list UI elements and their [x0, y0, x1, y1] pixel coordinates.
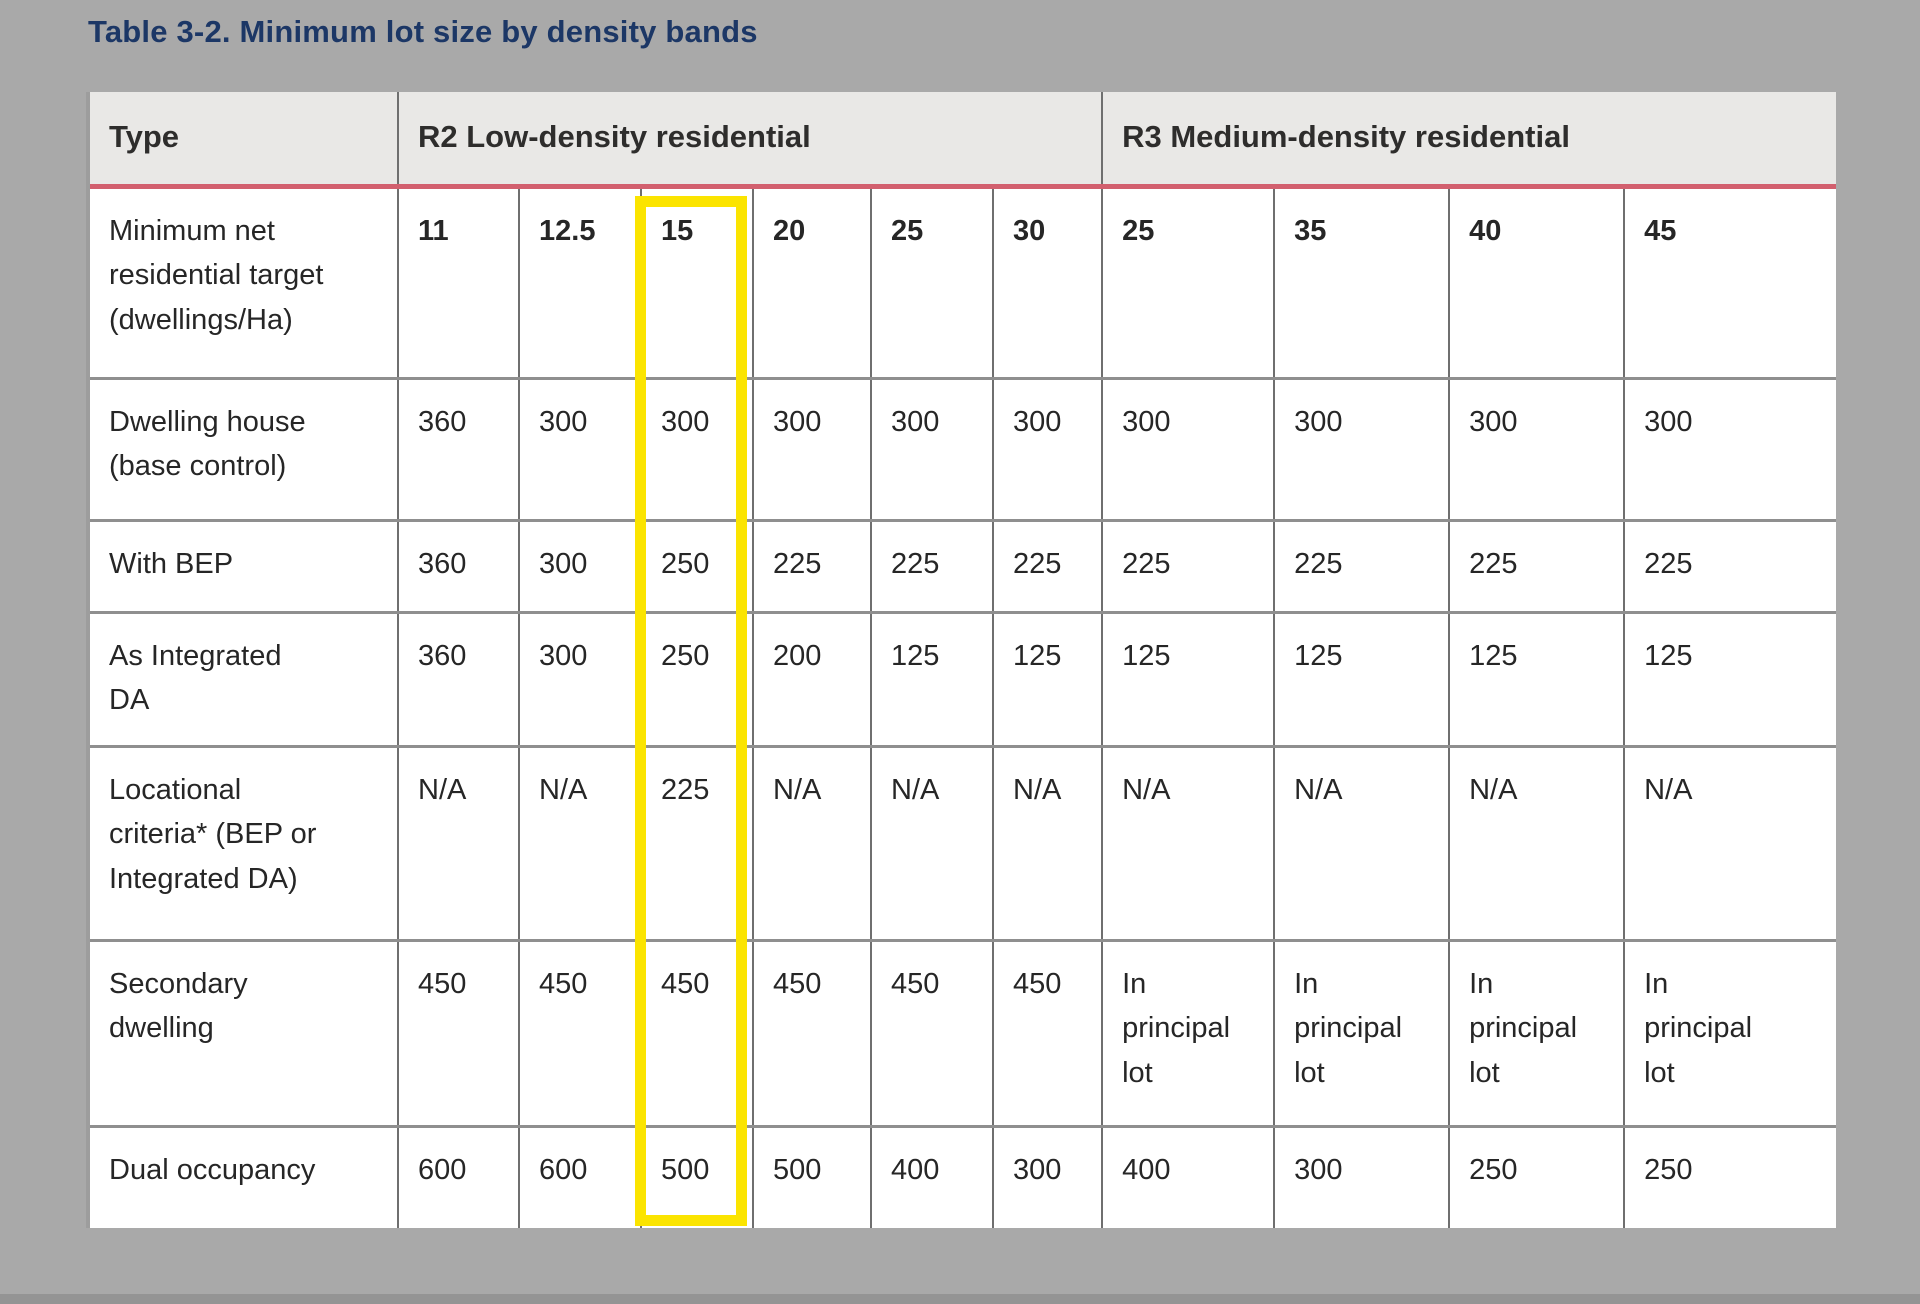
value-cell: 300 — [1448, 376, 1625, 520]
value-cell: 300 — [1623, 376, 1837, 520]
value-cell: N/A — [1273, 744, 1450, 940]
table-row: Dual occupancy 600 600 500 500 400 300 400 300 25… — [90, 1124, 1837, 1228]
table-row: Minimum net residential target (dwelling… — [90, 186, 1837, 378]
value-cell: 600 — [397, 1124, 519, 1228]
row-label: As Integrated DA — [90, 610, 398, 746]
value-cell: 360 — [397, 518, 519, 612]
table-row: With BEP 360 300 250 225 225 225 225 225 225 225 — [90, 518, 1837, 612]
value-cell: 45 — [1623, 186, 1837, 378]
row-label: Dual occupancy — [90, 1124, 398, 1228]
value-cell: 35 — [1273, 186, 1450, 378]
table-row: As Integrated DA 360 300 250 200 125 125 125 125… — [90, 610, 1837, 746]
value-cell: N/A — [752, 744, 871, 940]
value-cell: 125 — [1273, 610, 1450, 746]
group-header-row: Type R2 Low-density residential R3 Mediu… — [90, 92, 1837, 189]
value-cell: 125 — [991, 610, 1103, 746]
value-cell: 400 — [870, 1124, 993, 1228]
value-cell: N/A — [518, 744, 641, 940]
value-cell: 125 — [1101, 610, 1275, 746]
value-cell: 250 — [1448, 1124, 1625, 1228]
value-cell: 25 — [1101, 186, 1275, 378]
value-cell: 300 — [991, 376, 1103, 520]
value-cell: 300 — [752, 376, 871, 520]
value-cell: 125 — [1623, 610, 1837, 746]
value-cell: 600 — [518, 1124, 641, 1228]
value-cell: N/A — [397, 744, 519, 940]
value-cell: 25 — [870, 186, 993, 378]
value-cell: In principal lot — [1448, 938, 1625, 1126]
row-label: Locational criteria* (BEP or Integrated … — [90, 744, 398, 940]
value-cell: 125 — [1448, 610, 1625, 746]
value-cell: In principal lot — [1623, 938, 1837, 1126]
value-cell: 30 — [991, 186, 1103, 378]
value-cell: N/A — [1623, 744, 1837, 940]
value-cell: 225 — [1623, 518, 1837, 612]
value-cell: 300 — [518, 610, 641, 746]
value-cell: 250 — [640, 518, 753, 612]
value-cell: 450 — [991, 938, 1103, 1126]
value-cell: N/A — [1101, 744, 1275, 940]
lot-size-table: Type R2 Low-density residential R3 Mediu… — [90, 92, 1837, 1228]
value-cell: 125 — [870, 610, 993, 746]
value-cell: 360 — [397, 376, 519, 520]
value-cell: 12.5 — [518, 186, 641, 378]
value-cell: 225 — [1273, 518, 1450, 612]
value-cell: 225 — [640, 744, 753, 940]
value-cell: In principal lot — [1273, 938, 1450, 1126]
row-label: Minimum net residential target (dwelling… — [90, 186, 398, 378]
r3-group-header: R3 Medium-density residential — [1101, 92, 1837, 189]
table-row: Locational criteria* (BEP or Integrated … — [90, 744, 1837, 940]
row-label: Dwelling house (base control) — [90, 376, 398, 520]
value-cell: 300 — [518, 376, 641, 520]
row-label: With BEP — [90, 518, 398, 612]
value-cell: 40 — [1448, 186, 1625, 378]
value-cell: 500 — [752, 1124, 871, 1228]
table-row: Dwelling house (base control) 360 300 300 30… — [90, 376, 1837, 520]
value-cell: 300 — [870, 376, 993, 520]
table-body: Minimum net residential target (dwelling… — [90, 186, 1837, 1228]
value-cell: 225 — [752, 518, 871, 612]
value-cell: N/A — [1448, 744, 1625, 940]
value-cell: 20 — [752, 186, 871, 378]
table-row: Secondary dwelling 450 450 450 450 450 450 In p… — [90, 938, 1837, 1126]
row-label: Secondary dwelling — [90, 938, 398, 1126]
value-cell: 360 — [397, 610, 519, 746]
type-column-header: Type — [90, 92, 398, 189]
value-cell: 15 — [640, 186, 753, 378]
value-cell: 450 — [752, 938, 871, 1126]
value-cell: 450 — [640, 938, 753, 1126]
value-cell: 250 — [640, 610, 753, 746]
value-cell: 450 — [397, 938, 519, 1126]
value-cell: 225 — [1448, 518, 1625, 612]
value-cell: 450 — [518, 938, 641, 1126]
value-cell: 11 — [397, 186, 519, 378]
value-cell: 300 — [1101, 376, 1275, 520]
value-cell: 300 — [640, 376, 753, 520]
value-cell: 400 — [1101, 1124, 1275, 1228]
value-cell: 500 — [640, 1124, 753, 1228]
value-cell: 200 — [752, 610, 871, 746]
value-cell: 225 — [1101, 518, 1275, 612]
value-cell: 300 — [518, 518, 641, 612]
value-cell: N/A — [870, 744, 993, 940]
r2-group-header: R2 Low-density residential — [396, 92, 1103, 189]
value-cell: 300 — [1273, 1124, 1450, 1228]
value-cell: 250 — [1623, 1124, 1837, 1228]
value-cell: 450 — [870, 938, 993, 1126]
value-cell: 225 — [991, 518, 1103, 612]
bottom-edge-strip — [0, 1294, 1920, 1304]
value-cell: 225 — [870, 518, 993, 612]
value-cell: N/A — [991, 744, 1103, 940]
value-cell: In principal lot — [1101, 938, 1275, 1126]
table-caption: Table 3-2. Minimum lot size by density b… — [88, 14, 758, 49]
value-cell: 300 — [991, 1124, 1103, 1228]
value-cell: 300 — [1273, 376, 1450, 520]
